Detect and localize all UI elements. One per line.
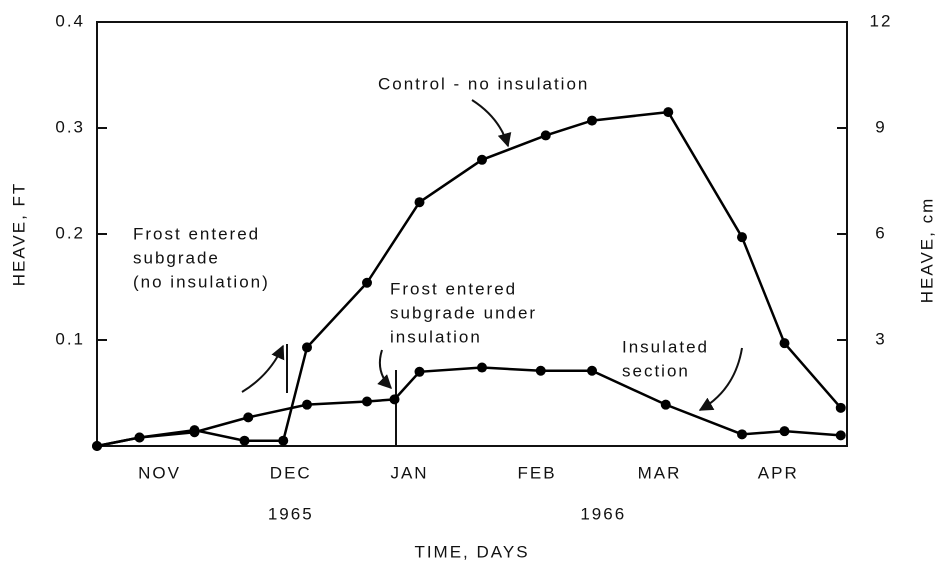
point: [414, 366, 425, 377]
point: [535, 365, 546, 376]
point: [302, 399, 312, 410]
point: [477, 362, 487, 373]
point: [414, 197, 425, 208]
y2-tick-label: 6: [875, 223, 886, 242]
x-tick-label: MAR: [638, 463, 682, 482]
annotation: (no insulation): [133, 272, 270, 291]
year-label: 1965: [268, 504, 314, 523]
point: [243, 412, 254, 423]
x-tick-label: JAN: [390, 463, 428, 482]
annotation: section: [622, 361, 690, 380]
point: [835, 430, 846, 441]
y2-tick-label: 12: [870, 11, 893, 30]
point: [540, 130, 551, 141]
y-tick-label: 0.3: [55, 117, 85, 136]
annotation: Insulated: [622, 337, 709, 356]
point: [92, 441, 102, 451]
y-axis-label: HEAVE, FT: [9, 182, 28, 287]
arrow: [471, 99, 512, 148]
point: [779, 338, 790, 349]
point: [239, 435, 250, 446]
arrow: [698, 347, 743, 411]
y-tick-label: 0.1: [55, 329, 85, 348]
point: [189, 427, 200, 438]
y-tick-label: 0.4: [55, 11, 85, 30]
point: [389, 394, 400, 405]
annotation: Frost entered: [390, 279, 517, 298]
x-tick-label: FEB: [517, 463, 556, 482]
annotation: subgrade under: [390, 303, 537, 322]
point: [587, 115, 597, 126]
point: [835, 402, 846, 413]
point: [362, 277, 372, 288]
point: [134, 432, 145, 443]
point: [737, 232, 747, 243]
y2-tick-label: 9: [875, 117, 886, 136]
y-tick-label: 0.2: [55, 223, 85, 242]
arrow: [241, 344, 285, 393]
point: [362, 396, 372, 407]
annotation: Frost entered: [133, 224, 260, 243]
x-tick-label: APR: [758, 463, 799, 482]
x-axis-label: TIME, DAYS: [414, 542, 529, 561]
y2-axis-label: HEAVE, cm: [917, 197, 936, 303]
point: [278, 435, 289, 446]
point: [587, 365, 597, 376]
year-label: 1966: [580, 504, 626, 523]
annotation: insulation: [390, 327, 482, 346]
arrow: [377, 349, 392, 389]
annotation: subgrade: [133, 248, 220, 267]
point: [477, 154, 487, 165]
point: [663, 107, 674, 118]
annotation: Control - no insulation: [378, 74, 589, 93]
point: [302, 342, 312, 353]
point: [779, 426, 790, 437]
x-tick-label: DEC: [270, 463, 312, 482]
y2-tick-label: 3: [875, 329, 886, 348]
point: [737, 429, 747, 440]
x-tick-label: NOV: [138, 463, 181, 482]
point: [660, 399, 671, 410]
